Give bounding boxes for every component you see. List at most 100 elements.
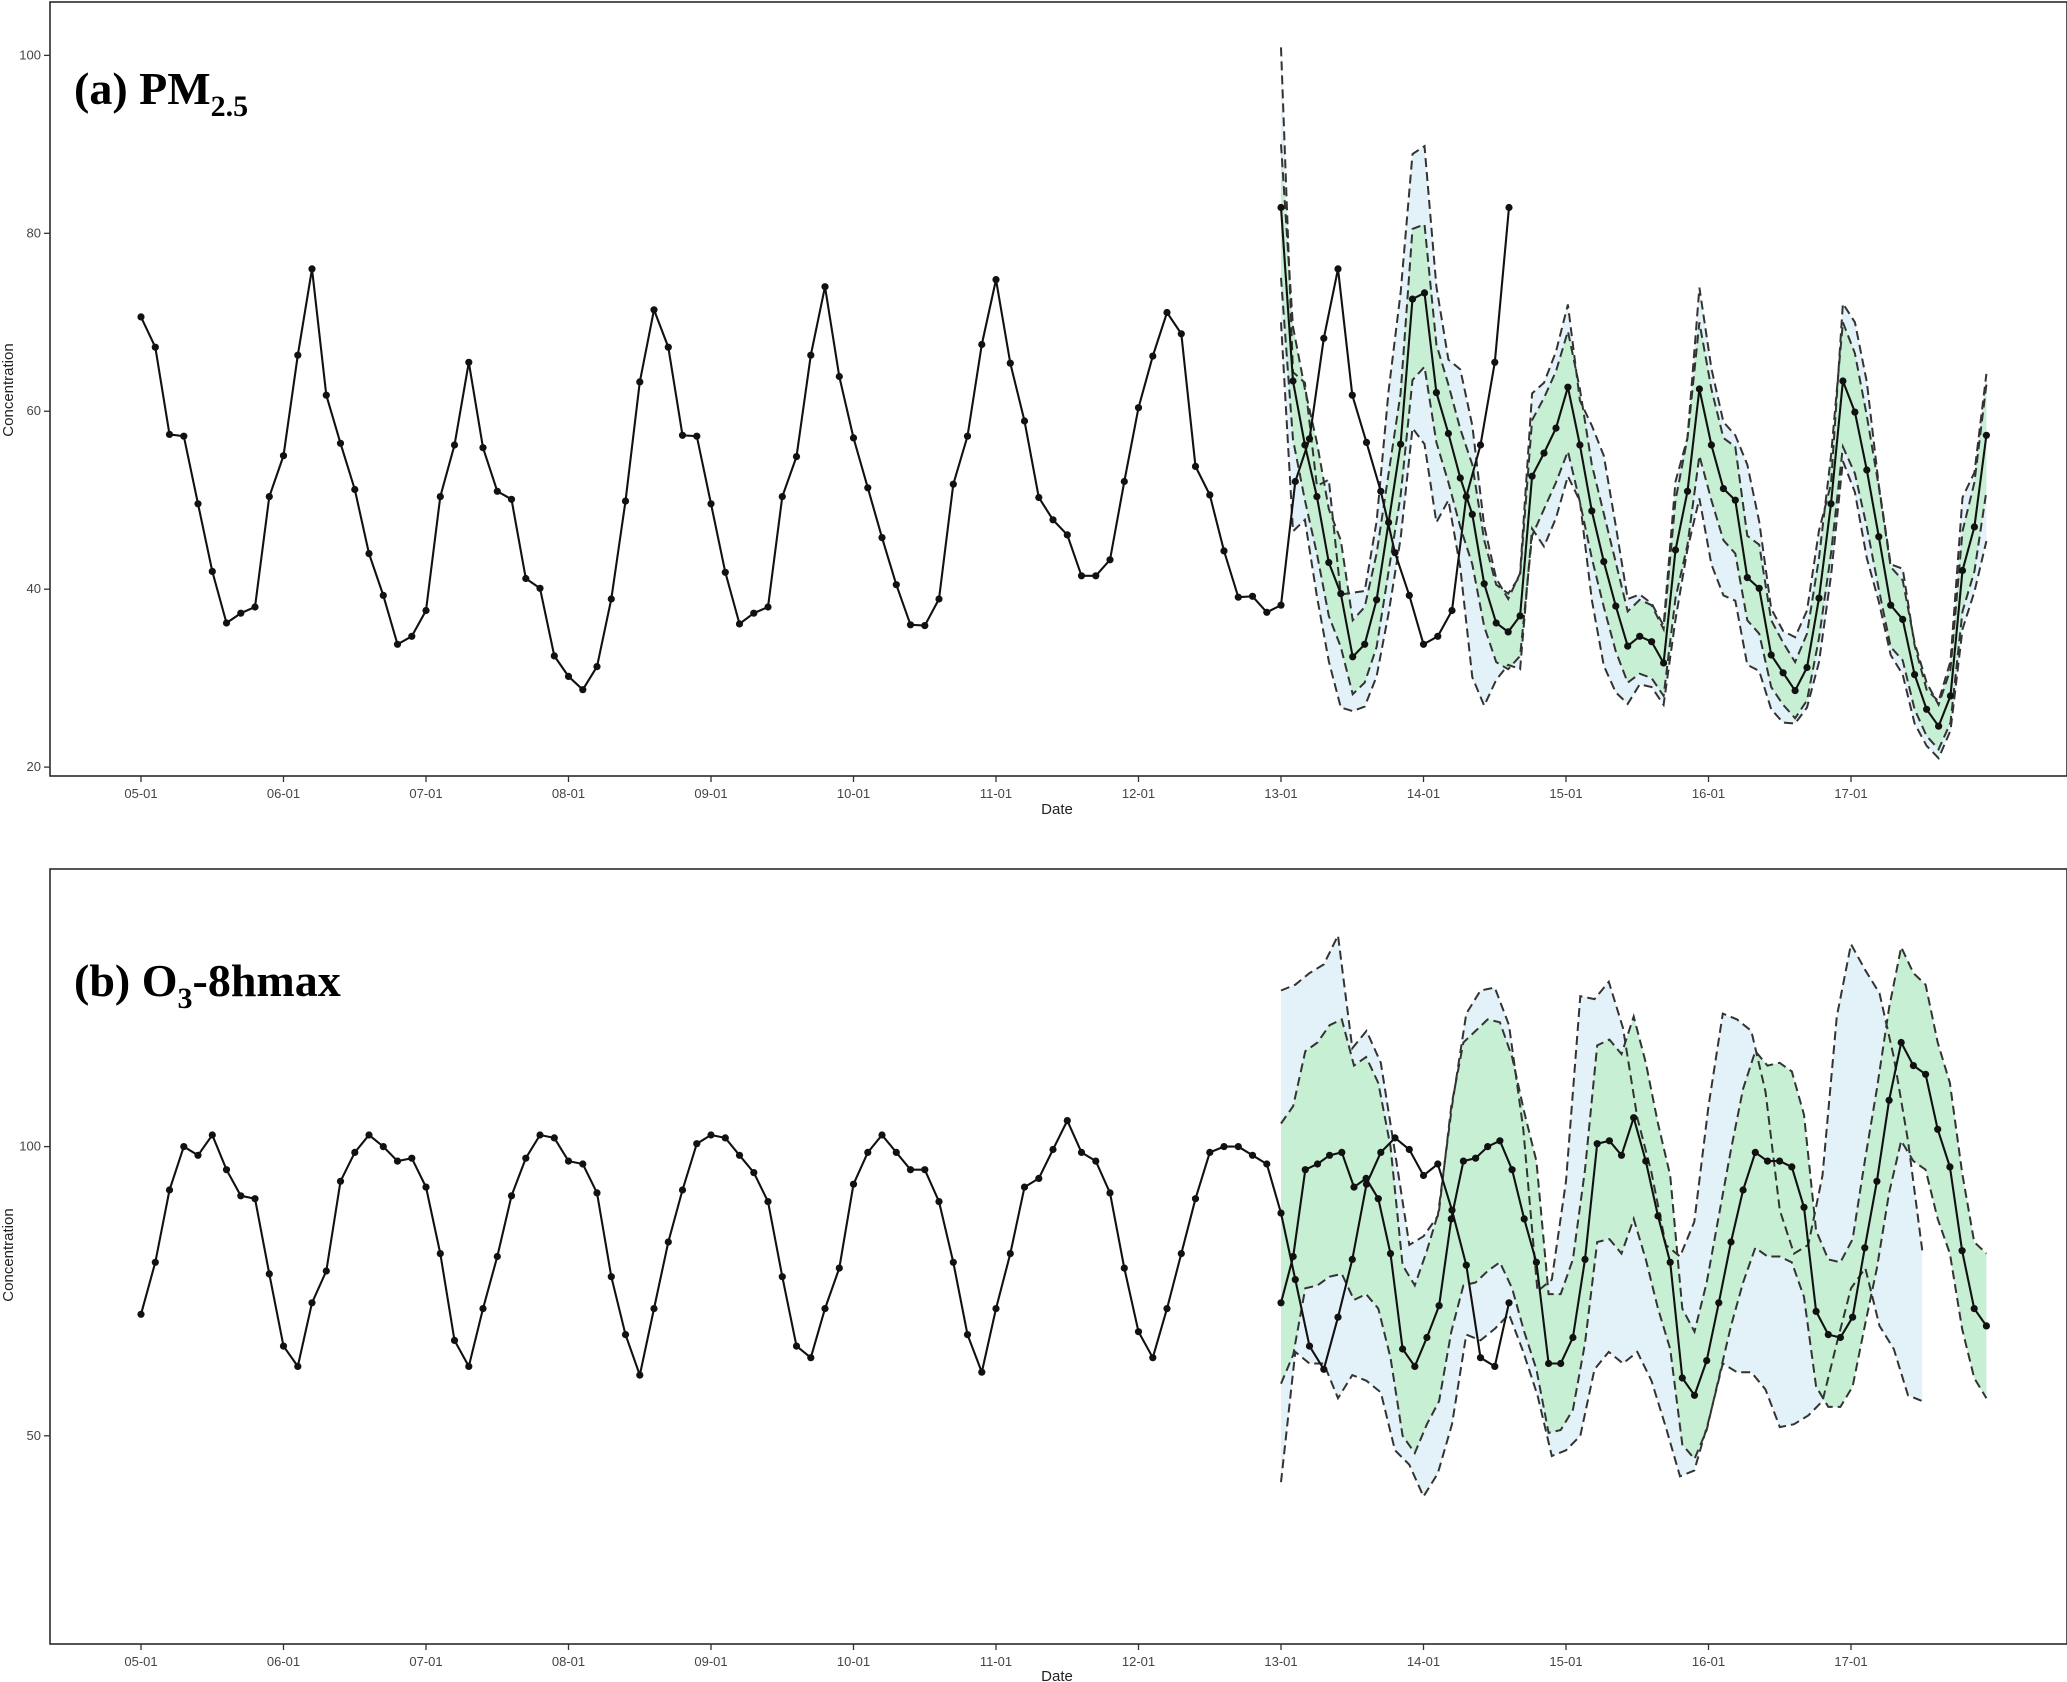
panel-a-observed-point (1448, 606, 1456, 615)
panel-b-forecast-point (1946, 1163, 1954, 1171)
panel-a-forecast-point (1456, 474, 1464, 482)
panel-a-observed-point (621, 497, 630, 505)
panel-a-observed-point (1234, 593, 1242, 601)
panel-b-forecast-point (1520, 1215, 1528, 1223)
panel-a-observed-point (878, 534, 886, 542)
panel-b-observed-point (1348, 1255, 1356, 1263)
panel-a-observed-point (1491, 358, 1499, 366)
panel-a-x-tick-label: 14-01 (1407, 786, 1440, 801)
panel-b-observed-point (336, 1177, 345, 1185)
panel-a-observed-point (579, 686, 587, 694)
panel-a-observed-point (821, 283, 829, 291)
panel-a-forecast-point (1767, 651, 1775, 659)
panel-a-forecast-mean-line (1279, 207, 1988, 729)
panel-a-upper80-line (1280, 144, 1988, 708)
panel-b-x-tick-label: 09-01 (694, 1654, 727, 1669)
panel-a-observed-point (1462, 493, 1470, 501)
panel-b-forecast-point (1812, 1307, 1820, 1315)
panel-a-pm25: 05-01 06-01 07-01 08-01 09-01 10-01 11-01 12-01… (0, 1, 2067, 818)
panel-a-forecast-point (1624, 642, 1632, 650)
panel-b-forecast-point (1423, 1333, 1431, 1342)
panel-b-forecast-point (1666, 1258, 1674, 1266)
panel-b-forecast-point (1849, 1313, 1857, 1321)
panel-b-observed-point (664, 1238, 672, 1246)
panel-a-forecast-point (1528, 472, 1536, 480)
panel-b-observed-point (1462, 1261, 1470, 1269)
panel-a-observed-point (1291, 477, 1299, 486)
panel-a-y-tick-label: 60 (27, 403, 41, 418)
panel-b-observed-point (279, 1342, 288, 1350)
panel-b-observed-point (1149, 1354, 1157, 1362)
panel-b-forecast-point (1362, 1174, 1370, 1182)
panel-b-forecast-point (1447, 1215, 1455, 1223)
panel-b-observed-point (365, 1131, 373, 1139)
panel-a-lower80-line (1280, 277, 1988, 752)
panel-a-forecast-point (1743, 574, 1751, 582)
panel-a-forecast-point (1432, 389, 1440, 397)
panel-a-forecast-point (1277, 203, 1285, 212)
panel-b-forecast-point (1897, 1038, 1905, 1047)
panel-a-observed-point (807, 351, 815, 359)
panel-b-observed-point (607, 1273, 615, 1281)
panel-b-forecast-point (1557, 1359, 1565, 1368)
panel-b-observed-point (1163, 1305, 1171, 1313)
panel-b-forecast-point (1605, 1137, 1613, 1145)
panel-a-forecast-point (1839, 377, 1847, 385)
panel-a-forecast-point (1815, 594, 1823, 602)
panel-b-forecast-point (1484, 1143, 1492, 1151)
panel-a-x-tick-label: 10-01 (837, 786, 870, 801)
panel-a-forecast-point (1552, 424, 1560, 432)
panel-b-observed-point (621, 1331, 630, 1339)
panel-b-observed-point (1035, 1174, 1043, 1182)
panel-a-x-tick-label: 11-01 (980, 786, 1012, 801)
panel-a-forecast-point (1911, 671, 1919, 679)
panel-a-x-tick-label: 06-01 (267, 786, 300, 801)
panel-b-observed-point (693, 1140, 701, 1148)
panel-a-observed-point (1092, 572, 1100, 580)
panel-a-observed-point (992, 276, 1000, 284)
panel-a-observed-point (465, 358, 473, 366)
panel-a-forecast-point (1516, 612, 1524, 620)
panel-a-x-tick-label: 05-01 (124, 786, 157, 801)
panel-a-forecast-point (1755, 584, 1763, 592)
panel-b-forecast-point (1982, 1322, 1990, 1330)
panel-b-observed-point (536, 1131, 544, 1139)
panel-a-observed-point (222, 619, 231, 627)
panel-a-observed-point (593, 663, 601, 671)
panel-a-observed-point (550, 652, 558, 660)
panel-b-observed-point (408, 1154, 416, 1162)
panel-a-observed-point (322, 391, 330, 399)
panel-b-forecast-point (1861, 1244, 1869, 1252)
panel-b-observed-point (151, 1258, 159, 1266)
panel-b-observed-point (1377, 1148, 1385, 1156)
panel-b-observed-point (1505, 1299, 1513, 1307)
panel-a-observed-point (1405, 591, 1413, 600)
panel-b-forecast-point (1277, 1299, 1285, 1307)
panel-a-y-axis-title: Concentration (0, 343, 17, 436)
panel-a-observed-point (849, 434, 858, 442)
panel-a-forecast-point (1337, 590, 1345, 598)
panel-a-forecast-point (1875, 533, 1883, 541)
panel-a-observed-point (607, 595, 615, 603)
panel-a-bounds (1280, 47, 1988, 760)
panel-b-forecast-point (1326, 1151, 1334, 1159)
panel-b-observed-point (294, 1362, 302, 1370)
panel-a-forecast-point (1504, 628, 1512, 636)
panel-a-forecast-point (1408, 295, 1417, 303)
panel-b-lower95-line (1280, 1265, 1923, 1499)
panel-a-observed-point (1191, 462, 1200, 470)
panel-b-observed-point (479, 1305, 487, 1313)
panel-a-observed-point (764, 603, 772, 611)
panel-a-forecast-point (1492, 619, 1500, 627)
panel-b-x-tick-label: 16-01 (1692, 1654, 1725, 1669)
panel-b-x-tick-label: 17-01 (1834, 1654, 1867, 1669)
panel-a-observed-point (1248, 592, 1257, 600)
panel-a-observed-point (137, 313, 145, 321)
panel-b-observed-point (1334, 1313, 1342, 1321)
panel-a-forecast-point (1683, 487, 1692, 495)
panel-a-forecast-point (1540, 449, 1548, 457)
panel-a-y-tick-label: 100 (19, 47, 41, 62)
panel-b-observed-point (1006, 1250, 1014, 1258)
panel-a-observed-point (208, 567, 216, 576)
panel-a-observed-point (165, 430, 174, 438)
